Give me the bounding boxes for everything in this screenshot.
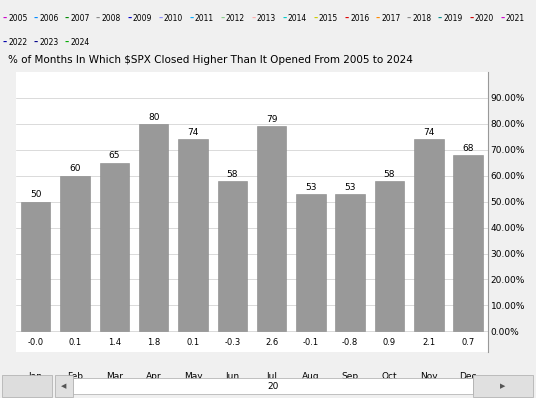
Text: –: –	[314, 14, 318, 23]
Text: 1.8: 1.8	[147, 338, 160, 347]
Text: 2012: 2012	[226, 14, 245, 23]
Bar	[60, 176, 90, 332]
Text: 2011: 2011	[195, 14, 214, 23]
Text: –: –	[34, 14, 38, 23]
Text: –: –	[251, 14, 256, 23]
Bar	[73, 378, 473, 394]
Text: 2013: 2013	[257, 14, 276, 23]
Bar	[336, 194, 365, 332]
Text: –: –	[3, 38, 7, 47]
Text: 2005: 2005	[8, 14, 27, 23]
Text: –: –	[96, 14, 100, 23]
Text: –: –	[282, 14, 287, 23]
Bar	[296, 194, 326, 332]
Bar	[375, 181, 404, 332]
Text: 1.4: 1.4	[108, 338, 121, 347]
Text: –: –	[65, 14, 69, 23]
Text: –: –	[158, 14, 162, 23]
Text: 74: 74	[423, 128, 435, 137]
Text: 0.9: 0.9	[383, 338, 396, 347]
Text: 50: 50	[30, 191, 41, 199]
Text: 2009: 2009	[132, 14, 152, 23]
Text: –: –	[500, 14, 504, 23]
Text: 2.6: 2.6	[265, 338, 278, 347]
Text: -0.0: -0.0	[28, 338, 44, 347]
Text: –: –	[189, 14, 193, 23]
Text: 2008: 2008	[101, 14, 121, 23]
Text: 2007: 2007	[70, 14, 90, 23]
Text: 2024: 2024	[70, 38, 90, 47]
Text: ▶: ▶	[500, 383, 505, 389]
Text: 65: 65	[109, 152, 120, 160]
Text: 2018: 2018	[412, 14, 431, 23]
Text: -0.8: -0.8	[342, 338, 358, 347]
Text: 2017: 2017	[381, 14, 400, 23]
Text: –: –	[127, 14, 131, 23]
Text: 2015: 2015	[319, 14, 338, 23]
Text: 0.1: 0.1	[187, 338, 199, 347]
Text: -0.1: -0.1	[303, 338, 319, 347]
Text: 2020: 2020	[474, 14, 494, 23]
Text: 2014: 2014	[288, 14, 307, 23]
Text: –: –	[220, 14, 225, 23]
Text: 74: 74	[187, 128, 199, 137]
Text: 2022: 2022	[8, 38, 27, 47]
Text: 80: 80	[148, 113, 159, 121]
Text: 2.1: 2.1	[422, 338, 435, 347]
Text: –: –	[34, 38, 38, 47]
Bar	[218, 181, 247, 332]
Text: 2019: 2019	[443, 14, 463, 23]
Bar	[178, 139, 207, 332]
Text: –: –	[3, 14, 7, 23]
Text: 0.1: 0.1	[69, 338, 81, 347]
Bar	[139, 124, 168, 332]
Text: –: –	[345, 14, 349, 23]
Bar	[21, 201, 50, 332]
Text: 68: 68	[463, 144, 474, 153]
Bar	[2, 375, 52, 397]
Bar	[257, 126, 286, 332]
Text: –: –	[438, 14, 442, 23]
Text: -0.3: -0.3	[224, 338, 240, 347]
Bar	[473, 375, 533, 397]
Text: 79: 79	[266, 115, 277, 124]
Text: 2010: 2010	[163, 14, 183, 23]
Bar	[414, 139, 444, 332]
Text: 60: 60	[69, 164, 81, 174]
Text: 2021: 2021	[505, 14, 525, 23]
Text: –: –	[65, 38, 69, 47]
Bar	[55, 375, 73, 397]
Text: 0.7: 0.7	[461, 338, 475, 347]
Text: –: –	[469, 14, 473, 23]
Text: ◀: ◀	[61, 383, 66, 389]
Text: –: –	[407, 14, 411, 23]
Text: 20: 20	[267, 382, 279, 390]
Text: 2023: 2023	[39, 38, 58, 47]
Text: 53: 53	[345, 183, 356, 192]
Text: % of Months In Which $SPX Closed Higher Than It Opened From 2005 to 2024: % of Months In Which $SPX Closed Higher …	[8, 55, 413, 65]
Bar	[453, 155, 483, 332]
Text: 53: 53	[305, 183, 317, 192]
Text: 2016: 2016	[350, 14, 369, 23]
Text: 58: 58	[384, 170, 395, 179]
Text: –: –	[376, 14, 380, 23]
Text: 58: 58	[227, 170, 238, 179]
Bar	[100, 162, 129, 332]
Text: 2006: 2006	[39, 14, 58, 23]
